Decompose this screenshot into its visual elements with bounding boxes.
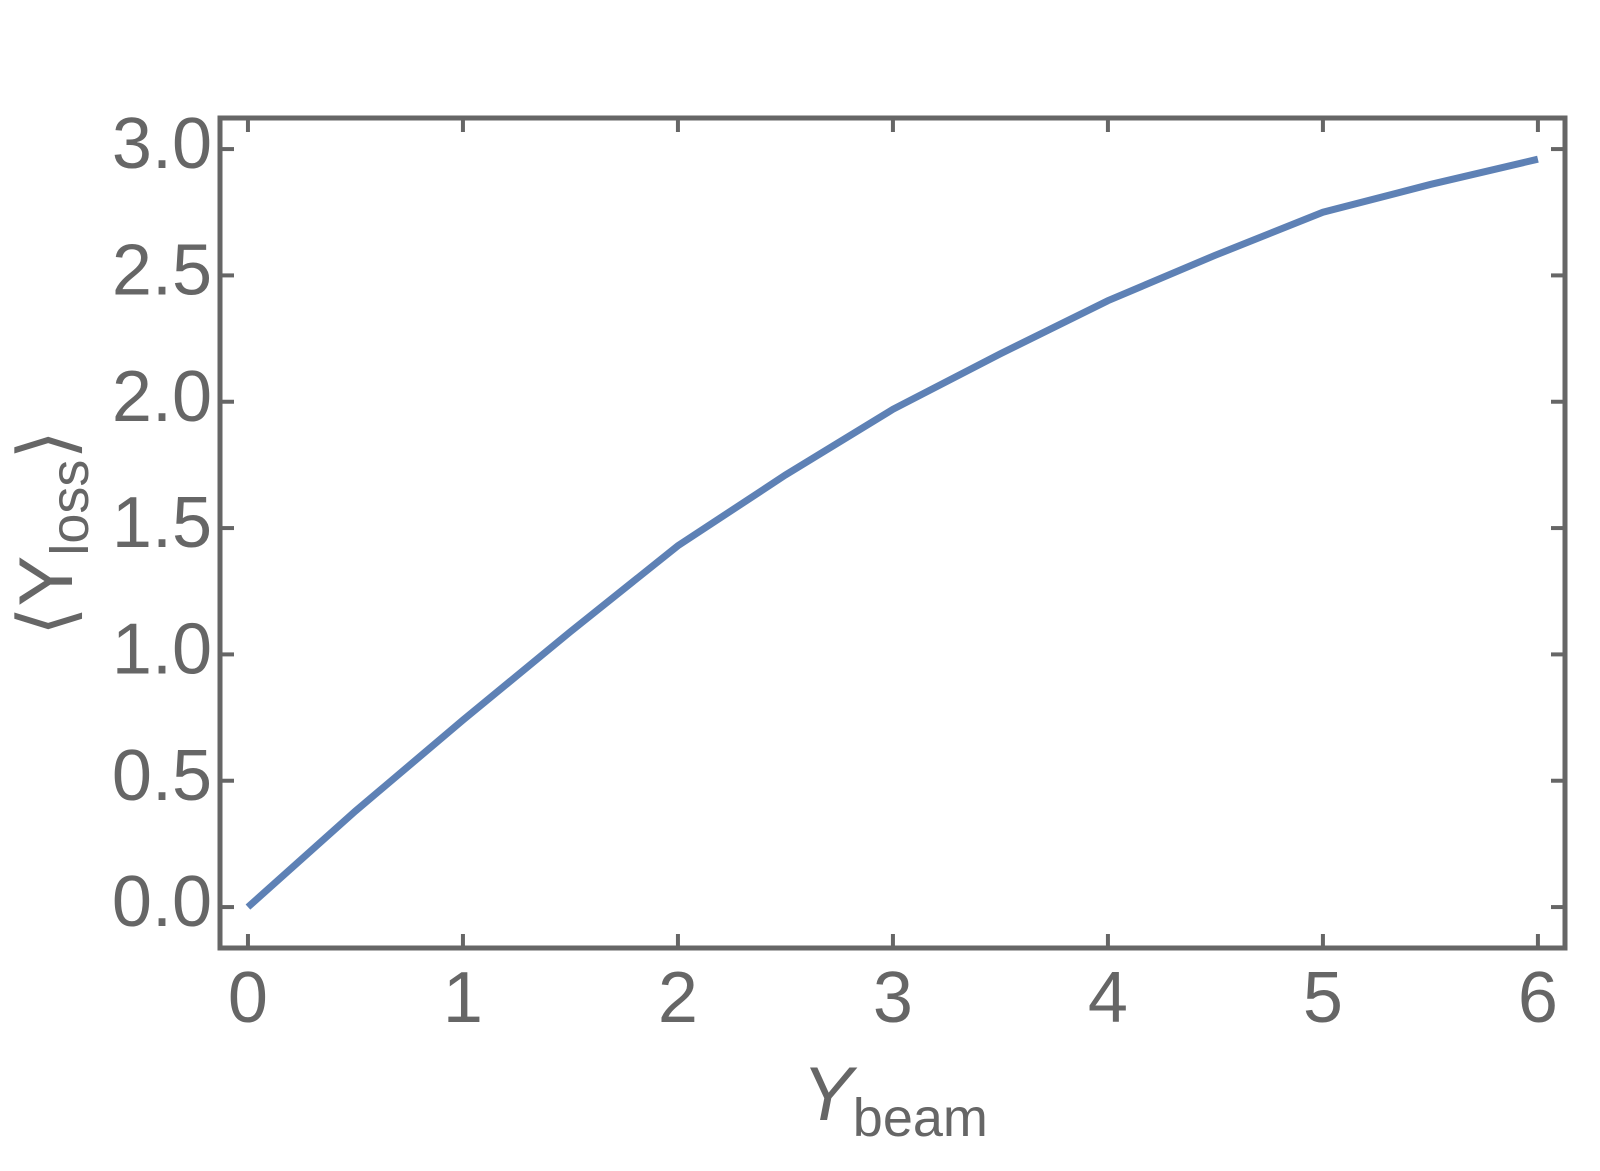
x-axis-label: Ybeam [802, 1052, 988, 1148]
y-tick-label: 0.5 [112, 736, 212, 816]
x-tick-label: 2 [658, 958, 698, 1038]
x-label-sub: beam [853, 1088, 988, 1148]
y-axis-label: ⟨Yloss⟩ [4, 430, 100, 636]
y-tick-label: 0.0 [112, 862, 212, 942]
y-tick-label: 3.0 [112, 104, 212, 184]
y-label-close: ⟩ [4, 430, 89, 460]
plot-frame [217, 115, 1568, 951]
y-label-sub: loss [40, 460, 100, 556]
data-line [245, 155, 1539, 910]
y-tick-label: 1.0 [112, 609, 212, 689]
y-tick-label: 2.0 [112, 357, 212, 437]
y-tick-label: 1.5 [112, 483, 212, 563]
x-tick-label: 3 [873, 958, 913, 1038]
x-tick-label: 0 [228, 958, 268, 1038]
x-tick-label: 6 [1518, 958, 1558, 1038]
x-label-main: Y [802, 1052, 858, 1137]
x-tick-label: 4 [1088, 958, 1128, 1038]
x-tick-label: 1 [443, 958, 483, 1038]
y-label-open: ⟨Y [4, 556, 89, 636]
y-tick-label: 2.5 [112, 230, 212, 310]
x-tick-label: 5 [1303, 958, 1343, 1038]
